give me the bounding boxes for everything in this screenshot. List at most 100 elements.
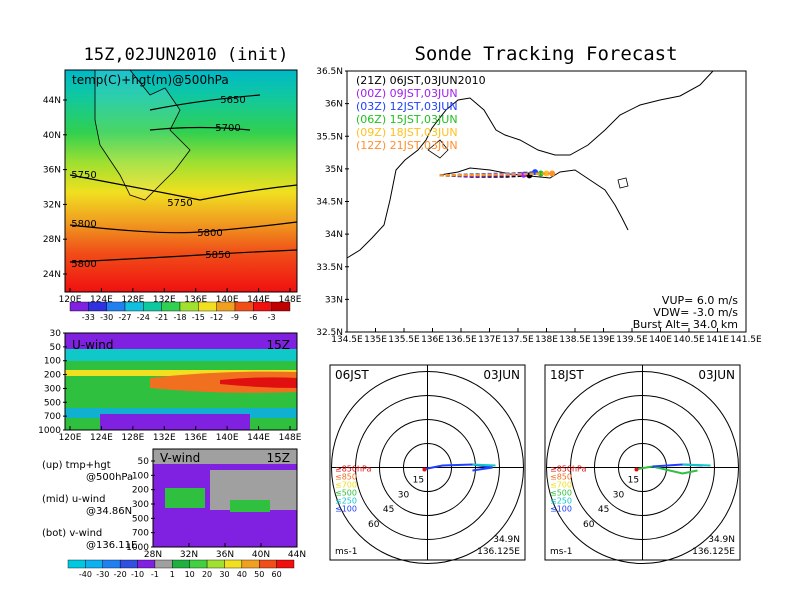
map-y-tick-label: 34N <box>325 230 343 240</box>
wind-colorbar-swatch <box>172 559 190 569</box>
uwind-y-tick-label: 100 <box>44 357 61 367</box>
hodo-trace <box>472 463 496 467</box>
uwind-band-lowpurple <box>100 414 250 430</box>
uwind-y-tick-label: 300 <box>44 384 61 394</box>
hodo-level-label: ≤700 <box>335 481 357 490</box>
vwind-y-tick-label: 500 <box>132 514 149 524</box>
temp-x-tick-label: 148E <box>279 295 302 305</box>
wind-colorbar-swatch <box>224 559 243 569</box>
uwind-y-tick-label: 1000 <box>38 426 61 436</box>
hodo-lat: 34.9N <box>493 535 520 545</box>
hodo-lon: 136.125E <box>692 547 735 557</box>
temp-colorbar-swatch <box>161 301 181 312</box>
vwind-label: V-wind <box>160 451 200 465</box>
map-y-tick-label: 33N <box>325 295 343 305</box>
legend-entry: (03Z) 12JST,03JUN <box>356 100 458 113</box>
wind-colorbar-swatch <box>85 559 103 569</box>
hodo-unit: ms-1 <box>550 547 572 557</box>
track-endpoint <box>543 170 550 177</box>
temp-y-tick-label: 28N <box>43 235 61 245</box>
hodo-origin-point <box>422 467 427 472</box>
map-y-tick-label: 34.5N <box>316 198 343 208</box>
temp-colorbar-label: -18 <box>173 313 186 322</box>
uwind-time: 15Z <box>267 338 291 352</box>
vwind-x-tick-label: 32N <box>180 550 198 560</box>
hodo-ring-label: 60 <box>368 520 380 530</box>
contour-label: 5700 <box>215 123 240 134</box>
legend-entry: (09Z) 18JST,03JUN <box>356 126 458 139</box>
wind-colorbar-label: -30 <box>96 570 109 579</box>
vwind-x-tick-label: 44N <box>288 550 306 560</box>
wind-colorbar-swatch <box>276 559 295 569</box>
map-x-tick-label: 135.5E <box>388 335 420 345</box>
track-endpoint <box>549 170 556 177</box>
note-line: @136.11E <box>86 540 137 551</box>
map-x-tick-label: 140.5E <box>673 335 705 345</box>
uwind-label: U-wind <box>72 338 113 352</box>
vwind-x-tick-label: 28N <box>144 550 162 560</box>
right-title: Sonde Tracking Forecast <box>414 43 677 65</box>
uwind-x-tick-label: 148E <box>279 433 302 443</box>
wind-colorbar-label: -10 <box>131 570 144 579</box>
uwind-x-tick-label: 144E <box>247 433 270 443</box>
temp-x-tick-label: 136E <box>184 295 207 305</box>
uwind-y-axis: 30 50 100 200 300 500 700 1000 <box>38 329 67 436</box>
uwind-x-tick-label: 140E <box>216 433 239 443</box>
wind-colorbar-label: 1 <box>170 570 175 579</box>
wind-colorbar-swatch <box>206 559 225 569</box>
track-line <box>439 172 553 177</box>
map-x-tick-label: 134.5E <box>331 335 363 345</box>
temp-colorbar-label: -33 <box>82 313 95 322</box>
map-y-tick-label: 35N <box>325 165 343 175</box>
wind-colorbar-swatch <box>154 559 173 569</box>
map-x-tick-label: 136.5E <box>445 335 477 345</box>
contour-label: 5750 <box>167 198 192 209</box>
wind-colorbar-label: 50 <box>254 570 264 579</box>
coastline <box>346 70 714 259</box>
hodo-origin-point <box>634 467 639 472</box>
uwind-x-axis: 120E 124E 128E 132E 136E 140E 144E 148E <box>59 426 302 443</box>
vwind-y-tick-label: 300 <box>132 500 149 510</box>
temp-x-tick-label: 128E <box>121 295 144 305</box>
temp-panel: 5650 5700 5750 5750 5800 5800 5800 5850 … <box>43 69 302 305</box>
note-line: (bot) v-wind <box>42 528 102 539</box>
tracking-map: (21Z) 06JST,03JUN2010 (00Z) 09JST,03JUN … <box>316 67 762 345</box>
wind-colorbar-swatch <box>241 559 260 569</box>
contour-5700 <box>149 126 251 131</box>
hodo-trace <box>682 463 711 467</box>
contour-labels: 5650 5700 5750 5750 5800 5800 5800 5850 … <box>71 95 245 270</box>
legend-entry: (06Z) 15JST,03JUN <box>356 113 458 126</box>
vwind-time: 15Z <box>267 451 291 465</box>
map-y-axis: 36.5N 36N 35.5N 35N 34.5N 34N 33.5N 33N 32.5N <box>316 67 349 338</box>
panel-notes: (up) tmp+hgt @500hPa (mid) u-wind @34.86… <box>42 460 137 551</box>
temp-y-tick-label: 44N <box>43 96 61 106</box>
vwind-x-tick-label: 36N <box>216 550 234 560</box>
temp-colorbar-swatch <box>179 301 199 312</box>
wind-colorbar-swatch <box>189 559 208 569</box>
map-info: VUP= 6.0 m/s VDW= -3.0 m/s Burst Alt= 34… <box>633 294 739 331</box>
temp-land <box>94 69 191 201</box>
wind-colorbar-label: -1 <box>151 570 159 579</box>
coastline-south <box>439 167 629 231</box>
temp-colorbar-label: -9 <box>231 313 239 322</box>
uwind-band-purple <box>65 333 297 349</box>
temp-y-axis: 44N 40N 36N 32N 28N 24N <box>43 96 67 280</box>
vwind-y-axis: 50 100 200 300 500 700 1000 <box>126 457 155 553</box>
note-line: @34.86N <box>86 506 132 517</box>
legend-entry: (12Z) 21JST,03JUN <box>356 139 458 152</box>
contour-label: 5800 <box>71 219 96 230</box>
vwind-x-tick-label: 40N <box>252 550 270 560</box>
wind-colorbar-swatch <box>102 559 121 569</box>
contour-label: 5800 <box>71 259 96 270</box>
legend-entry: (00Z) 09JST,03JUN <box>356 87 458 100</box>
wind-colorbar-label: 20 <box>202 570 212 579</box>
uwind-frame <box>64 332 298 431</box>
hodo-trace <box>634 465 698 475</box>
uwind-band-lowcyan <box>65 408 297 418</box>
map-x-tick-label: 138E <box>535 335 558 345</box>
temp-frame <box>64 69 298 293</box>
map-x-tick-label: 137E <box>478 335 501 345</box>
temp-x-tick-label: 124E <box>90 295 113 305</box>
